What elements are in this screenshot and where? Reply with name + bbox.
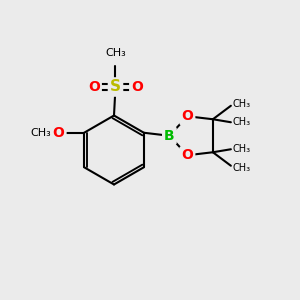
Text: O: O [131,80,143,94]
Text: CH₃: CH₃ [105,48,126,58]
Text: CH₃: CH₃ [232,99,250,109]
Text: S: S [110,80,121,94]
Text: B: B [164,129,175,143]
Text: O: O [182,148,193,162]
Text: O: O [182,109,193,123]
Text: O: O [53,126,64,140]
Text: CH₃: CH₃ [232,163,250,173]
Text: CH₃: CH₃ [30,128,51,138]
Text: CH₃: CH₃ [232,117,250,127]
Text: O: O [88,80,100,94]
Text: CH₃: CH₃ [232,144,250,154]
